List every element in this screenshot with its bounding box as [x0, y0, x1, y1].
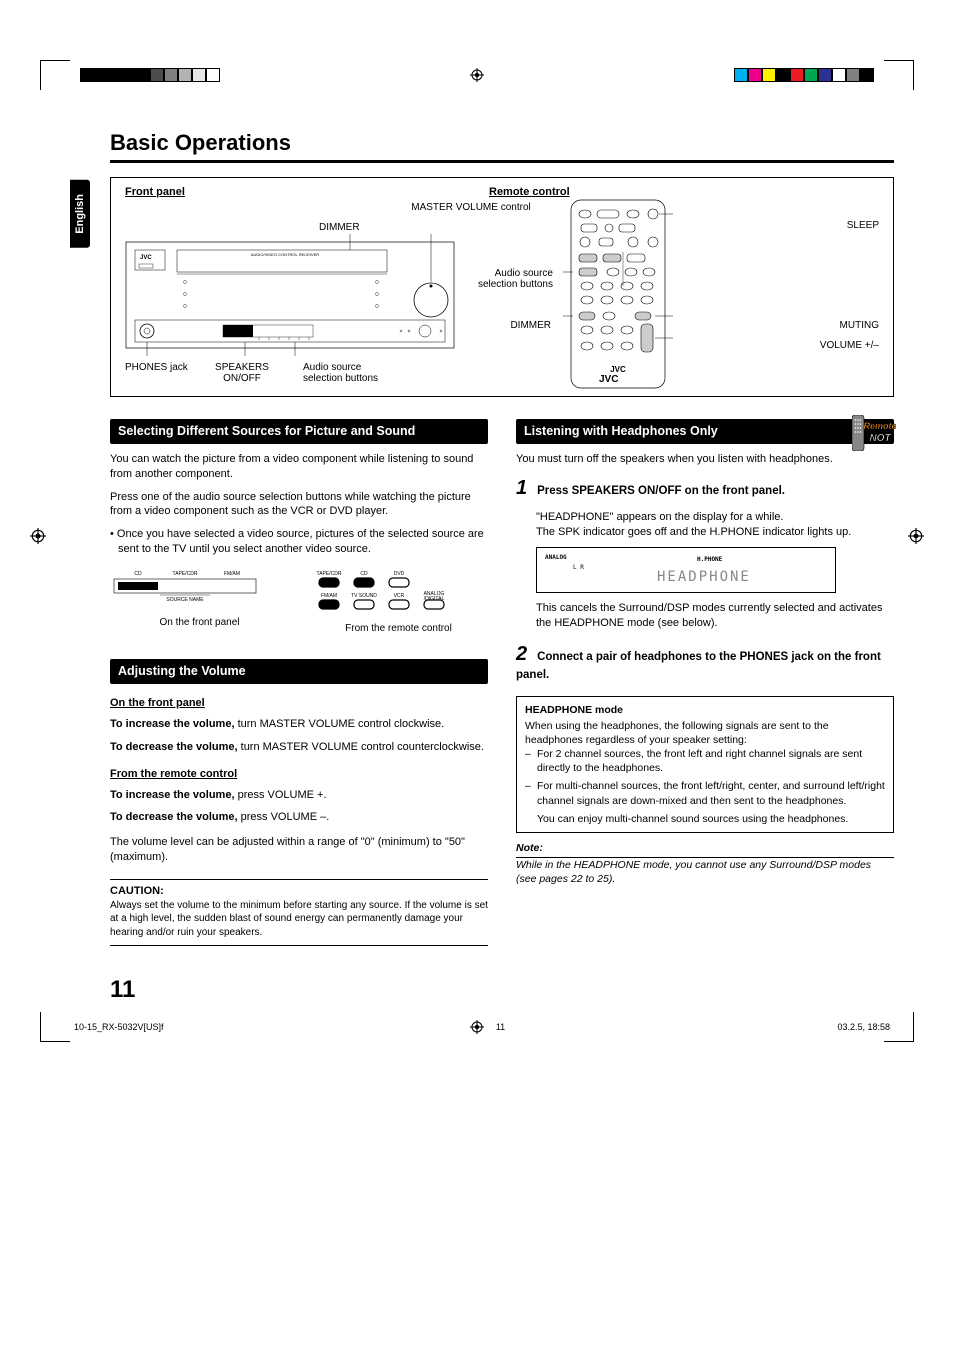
- svg-text:FM/AM: FM/AM: [224, 571, 240, 577]
- right-column: Listening with Headphones Only Remote NO…: [516, 419, 894, 946]
- vol-dec-panel: To decrease the volume, turn MASTER VOLU…: [110, 740, 488, 755]
- svg-text:CD: CD: [134, 571, 142, 577]
- svg-text:TAPE/CDR: TAPE/CDR: [317, 571, 342, 577]
- selecting-bullet: • Once you have selected a video source,…: [110, 527, 488, 557]
- left-column: Selecting Different Sources for Picture …: [110, 419, 488, 946]
- selecting-p2: Press one of the audio source selection …: [110, 490, 488, 520]
- caption-remote: From the remote control: [309, 622, 488, 636]
- label-muting: MUTING: [840, 320, 879, 331]
- label-phones-jack: PHONES jack: [125, 362, 188, 373]
- subhead-remote: From the remote control: [110, 767, 488, 782]
- svg-text:Remote: Remote: [863, 421, 896, 431]
- vol-dec-rc: To decrease the volume, press VOLUME –.: [110, 810, 488, 825]
- vol-inc-panel: To increase the volume, turn MASTER VOLU…: [110, 717, 488, 732]
- footer: 10-15_RX-5032V[US]f 11 03.2.5, 18:58: [70, 1022, 894, 1032]
- step1-after: This cancels the Surround/DSP modes curr…: [536, 601, 894, 631]
- step2: 2 Connect a pair of headphones to the PH…: [516, 641, 894, 684]
- lcd-display: ANALOG L R H.PHONE HEADPHONE: [536, 547, 836, 593]
- svg-text:TV SOUND: TV SOUND: [351, 593, 377, 599]
- language-tab: English: [70, 180, 90, 248]
- svg-text:DVD: DVD: [394, 571, 405, 577]
- label-dimmer2: DIMMER: [501, 320, 551, 331]
- step1-body: "HEADPHONE" appears on the display for a…: [536, 510, 894, 540]
- footer-right: 03.2.5, 18:58: [837, 1022, 890, 1032]
- svg-text:AUDIO/VIDEO CONTROL RECEIVER: AUDIO/VIDEO CONTROL RECEIVER: [251, 252, 319, 257]
- caution-text: Always set the volume to the minimum bef…: [110, 899, 488, 947]
- title-underline: [110, 160, 894, 163]
- svg-text:SOURCE NAME: SOURCE NAME: [166, 597, 204, 603]
- svg-text:FM/AM: FM/AM: [321, 593, 337, 599]
- label-audio-src: Audio source selection buttons: [303, 362, 393, 384]
- step1: 1 Press SPEAKERS ON/OFF on the front pan…: [516, 475, 894, 502]
- svg-text:/DIGITAL: /DIGITAL: [424, 596, 445, 602]
- diagram-box: Front panel Remote control MASTER VOLUME…: [110, 177, 894, 397]
- label-speakers-onoff: SPEAKERS ON/OFF: [207, 362, 277, 384]
- note-text: While in the HEADPHONE mode, you cannot …: [516, 858, 894, 886]
- svg-text:VCR: VCR: [394, 593, 405, 599]
- brand-jvc: JVC: [140, 255, 152, 261]
- front-panel-head: Front panel: [125, 186, 185, 198]
- listening-intro: You must turn off the speakers when you …: [516, 452, 894, 467]
- remote-head: Remote control: [489, 186, 570, 198]
- headphone-mode-box: HEADPHONE mode When using the headphones…: [516, 696, 894, 833]
- label-master-volume: MASTER VOLUME control: [411, 202, 531, 213]
- remote-illustration: JVC: [563, 196, 673, 392]
- caption-front-panel: On the front panel: [110, 616, 289, 630]
- page-number: 11: [110, 976, 894, 1004]
- svg-text:CD: CD: [360, 571, 368, 577]
- label-volume-pm: VOLUME +/–: [820, 340, 879, 351]
- section-volume-title: Adjusting the Volume: [110, 659, 488, 684]
- front-panel-illustration: JVC AUDIO/VIDEO CONTROL RECEIVER: [125, 234, 455, 356]
- caution-head: CAUTION:: [110, 879, 488, 899]
- vol-range: The volume level can be adjusted within …: [110, 835, 488, 865]
- front-panel-buttons-diagram: CD TAPE/CDR FM/AM SOURCE NAME On the fro…: [110, 567, 289, 635]
- footer-center: 11: [496, 1022, 505, 1032]
- label-sleep: SLEEP: [847, 220, 879, 231]
- svg-text:NOT: NOT: [869, 433, 891, 444]
- remote-not-badge-icon: Remote NOT: [852, 415, 896, 451]
- selecting-p1: You can watch the picture from a video c…: [110, 452, 488, 482]
- note-label: Note:: [516, 841, 894, 858]
- remote-buttons-diagram: TAPE/CDRCDDVD FM/AMTV SOUNDVCRANALOG/DIG…: [309, 567, 488, 635]
- subhead-front-panel: On the front panel: [110, 696, 488, 711]
- svg-text:JVC: JVC: [610, 365, 626, 374]
- label-dimmer: DIMMER: [319, 222, 360, 233]
- vol-inc-rc: To increase the volume, press VOLUME +.: [110, 788, 488, 803]
- section-listening-title: Listening with Headphones Only: [516, 419, 894, 444]
- label-audio-src2: Audio source selection buttons: [473, 268, 553, 290]
- page-title: Basic Operations: [110, 130, 894, 156]
- svg-text:TAPE/CDR: TAPE/CDR: [173, 571, 198, 577]
- section-selecting-title: Selecting Different Sources for Picture …: [110, 419, 488, 444]
- footer-left: 10-15_RX-5032V[US]f: [74, 1022, 164, 1032]
